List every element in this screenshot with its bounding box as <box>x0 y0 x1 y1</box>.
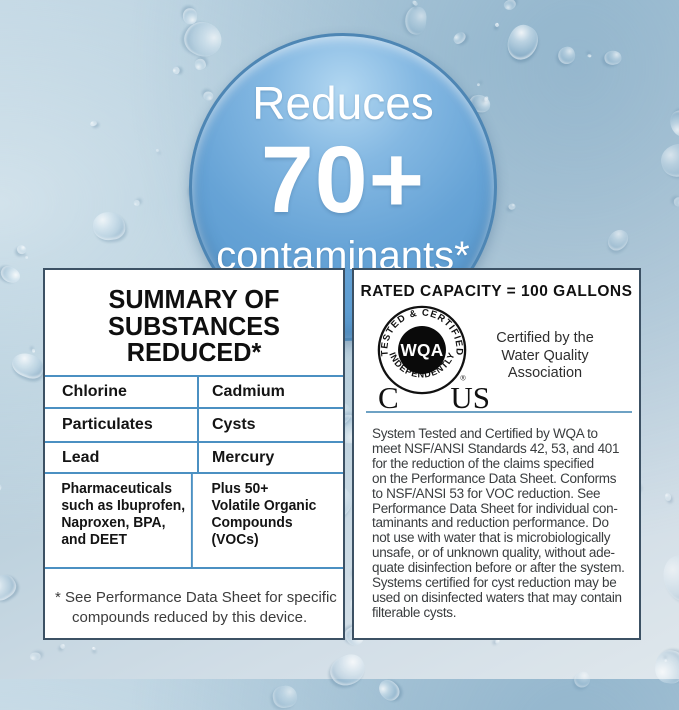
substances-table: Chlorine Cadmium Particulates Cysts Lead… <box>45 375 343 569</box>
water-drop <box>603 50 623 67</box>
water-drop <box>502 0 518 12</box>
water-drop <box>484 95 489 102</box>
water-drop <box>501 20 543 66</box>
paragraph-line: meet NSF/ANSI Standards 42, 53, and 401 <box>372 440 620 456</box>
water-drop <box>182 8 197 25</box>
water-drop <box>657 139 679 182</box>
paragraph-line: Performance Data Sheet for individual co… <box>372 500 618 516</box>
water-drop <box>404 5 428 36</box>
divider <box>366 411 632 413</box>
water-drop <box>91 646 96 651</box>
table-row: Pharmaceuticals such as Ibuprofen, Napro… <box>45 472 343 567</box>
wqa-badge-icon: TESTED & CERTIFIED INDEPENDENTLY WQA ® <box>376 304 468 396</box>
water-drop <box>603 226 632 255</box>
water-drop <box>193 57 208 71</box>
water-drop <box>658 551 679 607</box>
water-drop <box>587 53 593 59</box>
water-drop <box>171 65 181 76</box>
paragraph-line: not use with water that is microbiologic… <box>372 530 611 546</box>
table-cell: Plus 50+ Volatile Organic Compounds (VOC… <box>211 481 317 548</box>
c-us-marks: C US <box>378 382 490 414</box>
water-drop <box>451 30 468 46</box>
certified-by-text: Certified by the Water Quality Associati… <box>496 330 594 381</box>
rated-capacity-title: RATED CAPACITY = 100 GALLONS <box>360 283 633 300</box>
water-drop <box>667 107 679 140</box>
table-cell: Chlorine <box>45 377 199 407</box>
summary-heading: SUMMARY OF SUBSTANCES REDUCED* <box>108 284 280 367</box>
water-drop <box>556 44 578 67</box>
claim-line-reduces: Reduces <box>252 77 434 129</box>
table-row: Particulates Cysts <box>45 407 343 441</box>
claim-line-count: 70+ <box>260 127 426 233</box>
water-drop <box>24 255 28 259</box>
paragraph-line: to NSF/ANSI 53 for VOC reduction. See <box>372 485 601 501</box>
paragraph-line: quate disinfection before or after the s… <box>372 560 625 576</box>
water-drop <box>133 200 141 207</box>
certification-panel: RATED CAPACITY = 100 GALLONS TESTED & CE… <box>352 268 641 640</box>
us-mark: US <box>450 380 490 415</box>
water-drop <box>0 570 21 605</box>
water-drop <box>31 348 35 353</box>
water-drop <box>155 148 160 152</box>
water-drop <box>507 202 517 211</box>
water-drop <box>493 22 500 29</box>
water-drop <box>374 675 404 705</box>
paragraph-line: used on disinfected waters that may cont… <box>372 589 622 605</box>
table-row: Lead Mercury <box>45 441 343 472</box>
paragraph-line: filterable cysts. <box>372 604 457 620</box>
water-drop <box>202 91 214 101</box>
table-cell: Cadmium <box>212 383 285 400</box>
water-drop <box>59 643 66 651</box>
water-drop <box>571 669 593 691</box>
registered-mark-icon: ® <box>460 375 466 383</box>
water-drop <box>653 648 679 685</box>
table-row: Chlorine Cadmium <box>45 375 343 407</box>
table-cell: Particulates <box>45 409 199 441</box>
water-drop <box>0 482 4 495</box>
paragraph-line: for the reduction of the claims specifie… <box>372 455 594 471</box>
summary-panel: SUMMARY OF SUBSTANCES REDUCED* Chlorine … <box>43 268 345 640</box>
water-drop <box>476 83 481 87</box>
water-drop <box>9 349 47 382</box>
water-drop <box>29 652 41 661</box>
water-drop <box>91 209 127 241</box>
water-drop <box>672 195 679 208</box>
certification-paragraph: System Tested and Certified by WQA to me… <box>372 426 637 621</box>
paragraph-line: on the Performance Data Sheet. Conforms <box>372 470 617 486</box>
water-drop <box>89 119 98 127</box>
table-cell: Cysts <box>212 416 256 433</box>
paragraph-line: taminants and reduction performance. Do <box>372 515 609 531</box>
c-mark: C <box>378 380 399 415</box>
water-drop <box>271 683 299 710</box>
table-cell: Pharmaceuticals such as Ibuprofen, Napro… <box>45 474 193 567</box>
badge-center-text: WQA <box>400 340 443 360</box>
paragraph-line: System Tested and Certified by WQA to <box>372 426 598 441</box>
paragraph-line: Systems certified for cyst reduction may… <box>372 575 617 591</box>
table-cell: Mercury <box>212 449 275 466</box>
water-drop <box>325 649 371 692</box>
water-drop <box>15 244 28 256</box>
water-drop <box>664 493 673 503</box>
table-cell: Lead <box>45 443 199 472</box>
water-drop <box>0 263 24 287</box>
paragraph-line: unsafe, or of unknown quality, without a… <box>372 545 615 561</box>
summary-footnote: * See Performance Data Sheet for specifi… <box>55 589 337 626</box>
